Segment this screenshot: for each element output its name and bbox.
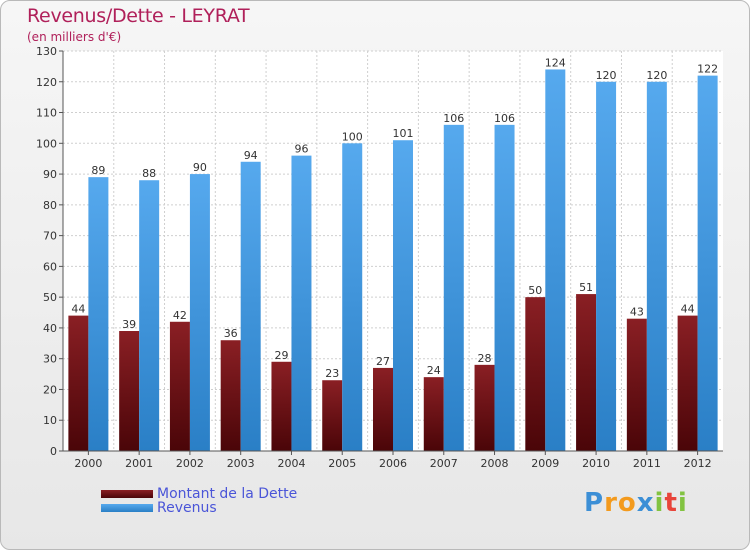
y-tick-label: 130 — [36, 45, 57, 58]
bar-debt — [626, 318, 647, 451]
legend-swatch-revenue — [101, 504, 153, 512]
data-label-debt: 28 — [478, 352, 492, 365]
logo-letter: i — [654, 488, 665, 518]
bar-revenue — [697, 75, 718, 451]
bar-debt — [322, 380, 343, 451]
bar-revenue — [646, 81, 667, 452]
bar-revenue — [494, 124, 515, 451]
data-label-debt: 51 — [579, 281, 593, 294]
x-tick-label: 2002 — [176, 457, 204, 470]
data-label-debt: 27 — [376, 355, 390, 368]
y-tick-label: 30 — [43, 353, 57, 366]
x-tick-label: 2008 — [481, 457, 509, 470]
data-label-debt: 24 — [427, 364, 441, 377]
data-label-debt: 50 — [528, 284, 542, 297]
data-label-revenue: 96 — [294, 143, 308, 156]
bar-debt — [68, 315, 89, 451]
x-tick-label: 2001 — [125, 457, 153, 470]
bar-debt — [119, 331, 140, 451]
bar-revenue — [443, 124, 464, 451]
x-tick-label: 2010 — [582, 457, 610, 470]
bar-revenue — [596, 81, 617, 452]
axes: 0 10 20 30 40 50 60 70 80 90 100 110 120 130 2000 2001 2… — [36, 45, 723, 470]
y-tick-label: 50 — [43, 291, 57, 304]
y-tick-label: 100 — [36, 137, 57, 150]
y-tick-label: 80 — [43, 199, 57, 212]
x-tick-label: 2006 — [379, 457, 407, 470]
data-label-debt: 29 — [274, 349, 288, 362]
legend-label-revenue: Revenus — [157, 500, 217, 516]
x-tick-label: 2012 — [684, 457, 712, 470]
y-tick-label: 40 — [43, 322, 57, 335]
data-label-revenue: 88 — [142, 167, 156, 180]
bar-revenue — [291, 155, 312, 451]
bar-revenue — [393, 140, 413, 451]
bar-debt — [220, 340, 241, 451]
chart-subtitle: (en milliers d'€) — [27, 30, 122, 44]
y-tick-label: 20 — [43, 383, 57, 396]
data-label-revenue: 106 — [494, 112, 515, 125]
logo-letter: i — [677, 488, 688, 518]
x-tick-label: 2005 — [328, 457, 356, 470]
y-tick-label: 0 — [50, 445, 57, 458]
logo-letter: o — [617, 488, 637, 518]
bar-revenue — [240, 161, 261, 451]
data-label-revenue: 120 — [646, 69, 667, 82]
bar-debt — [169, 321, 190, 451]
data-label-debt: 39 — [122, 318, 136, 331]
data-label-revenue: 106 — [443, 112, 464, 125]
data-label-revenue: 90 — [193, 161, 207, 174]
logo-letter: x — [636, 488, 655, 518]
y-tick-label: 90 — [43, 168, 57, 181]
x-tick-label: 2003 — [227, 457, 255, 470]
y-tick-label: 110 — [36, 107, 57, 120]
data-label-revenue: 120 — [596, 69, 617, 82]
logo-letter: t — [664, 488, 678, 518]
bar-debt — [677, 315, 698, 451]
legend-swatch-debt — [101, 490, 153, 498]
y-tick-label: 120 — [36, 76, 57, 89]
bar-revenue — [545, 69, 566, 451]
bar-debt — [423, 377, 444, 451]
bar-revenue — [139, 180, 160, 451]
data-label-debt: 42 — [173, 309, 187, 322]
x-tick-label: 2004 — [277, 457, 305, 470]
data-label-revenue: 94 — [244, 149, 258, 162]
proxiti-logo: Proxiti — [584, 488, 688, 518]
y-tick-label: 10 — [43, 414, 57, 427]
chart-title: Revenus/Dette - LEYRAT — [27, 5, 250, 27]
bar-debt — [474, 364, 495, 451]
data-label-debt: 36 — [224, 327, 238, 340]
data-label-debt: 23 — [325, 367, 339, 380]
bar-revenue — [342, 143, 363, 452]
x-tick-label: 2000 — [74, 457, 102, 470]
bar-debt — [271, 361, 292, 451]
x-tick-label: 2009 — [531, 457, 559, 470]
x-tick-label: 2011 — [633, 457, 661, 470]
y-tick-label: 60 — [43, 260, 57, 273]
bar-debt — [373, 367, 393, 451]
data-label-revenue: 124 — [545, 56, 566, 69]
data-label-revenue: 101 — [393, 127, 414, 140]
bar-chart: 4489398842903694299623100271012410628106… — [36, 45, 723, 470]
bar-revenue — [189, 174, 210, 452]
bar-debt — [525, 297, 546, 451]
data-label-revenue: 100 — [342, 130, 363, 143]
data-label-revenue: 122 — [697, 63, 718, 76]
y-tick-label: 70 — [43, 230, 57, 243]
bar-debt — [576, 294, 597, 451]
data-label-debt: 43 — [630, 306, 644, 319]
data-label-debt: 44 — [71, 303, 85, 316]
logo-letter: P — [584, 488, 605, 518]
bar-revenue — [88, 177, 109, 451]
legend-label-debt: Montant de la Dette — [157, 486, 298, 502]
bars: 44 89 39 88 42 90 36 94 29 96 23 100 27 101 24 106 28 106… — [68, 56, 718, 452]
data-label-revenue: 89 — [91, 164, 105, 177]
x-tick-label: 2007 — [430, 457, 458, 470]
data-label-debt: 44 — [681, 303, 695, 316]
logo-letter: r — [604, 488, 618, 518]
